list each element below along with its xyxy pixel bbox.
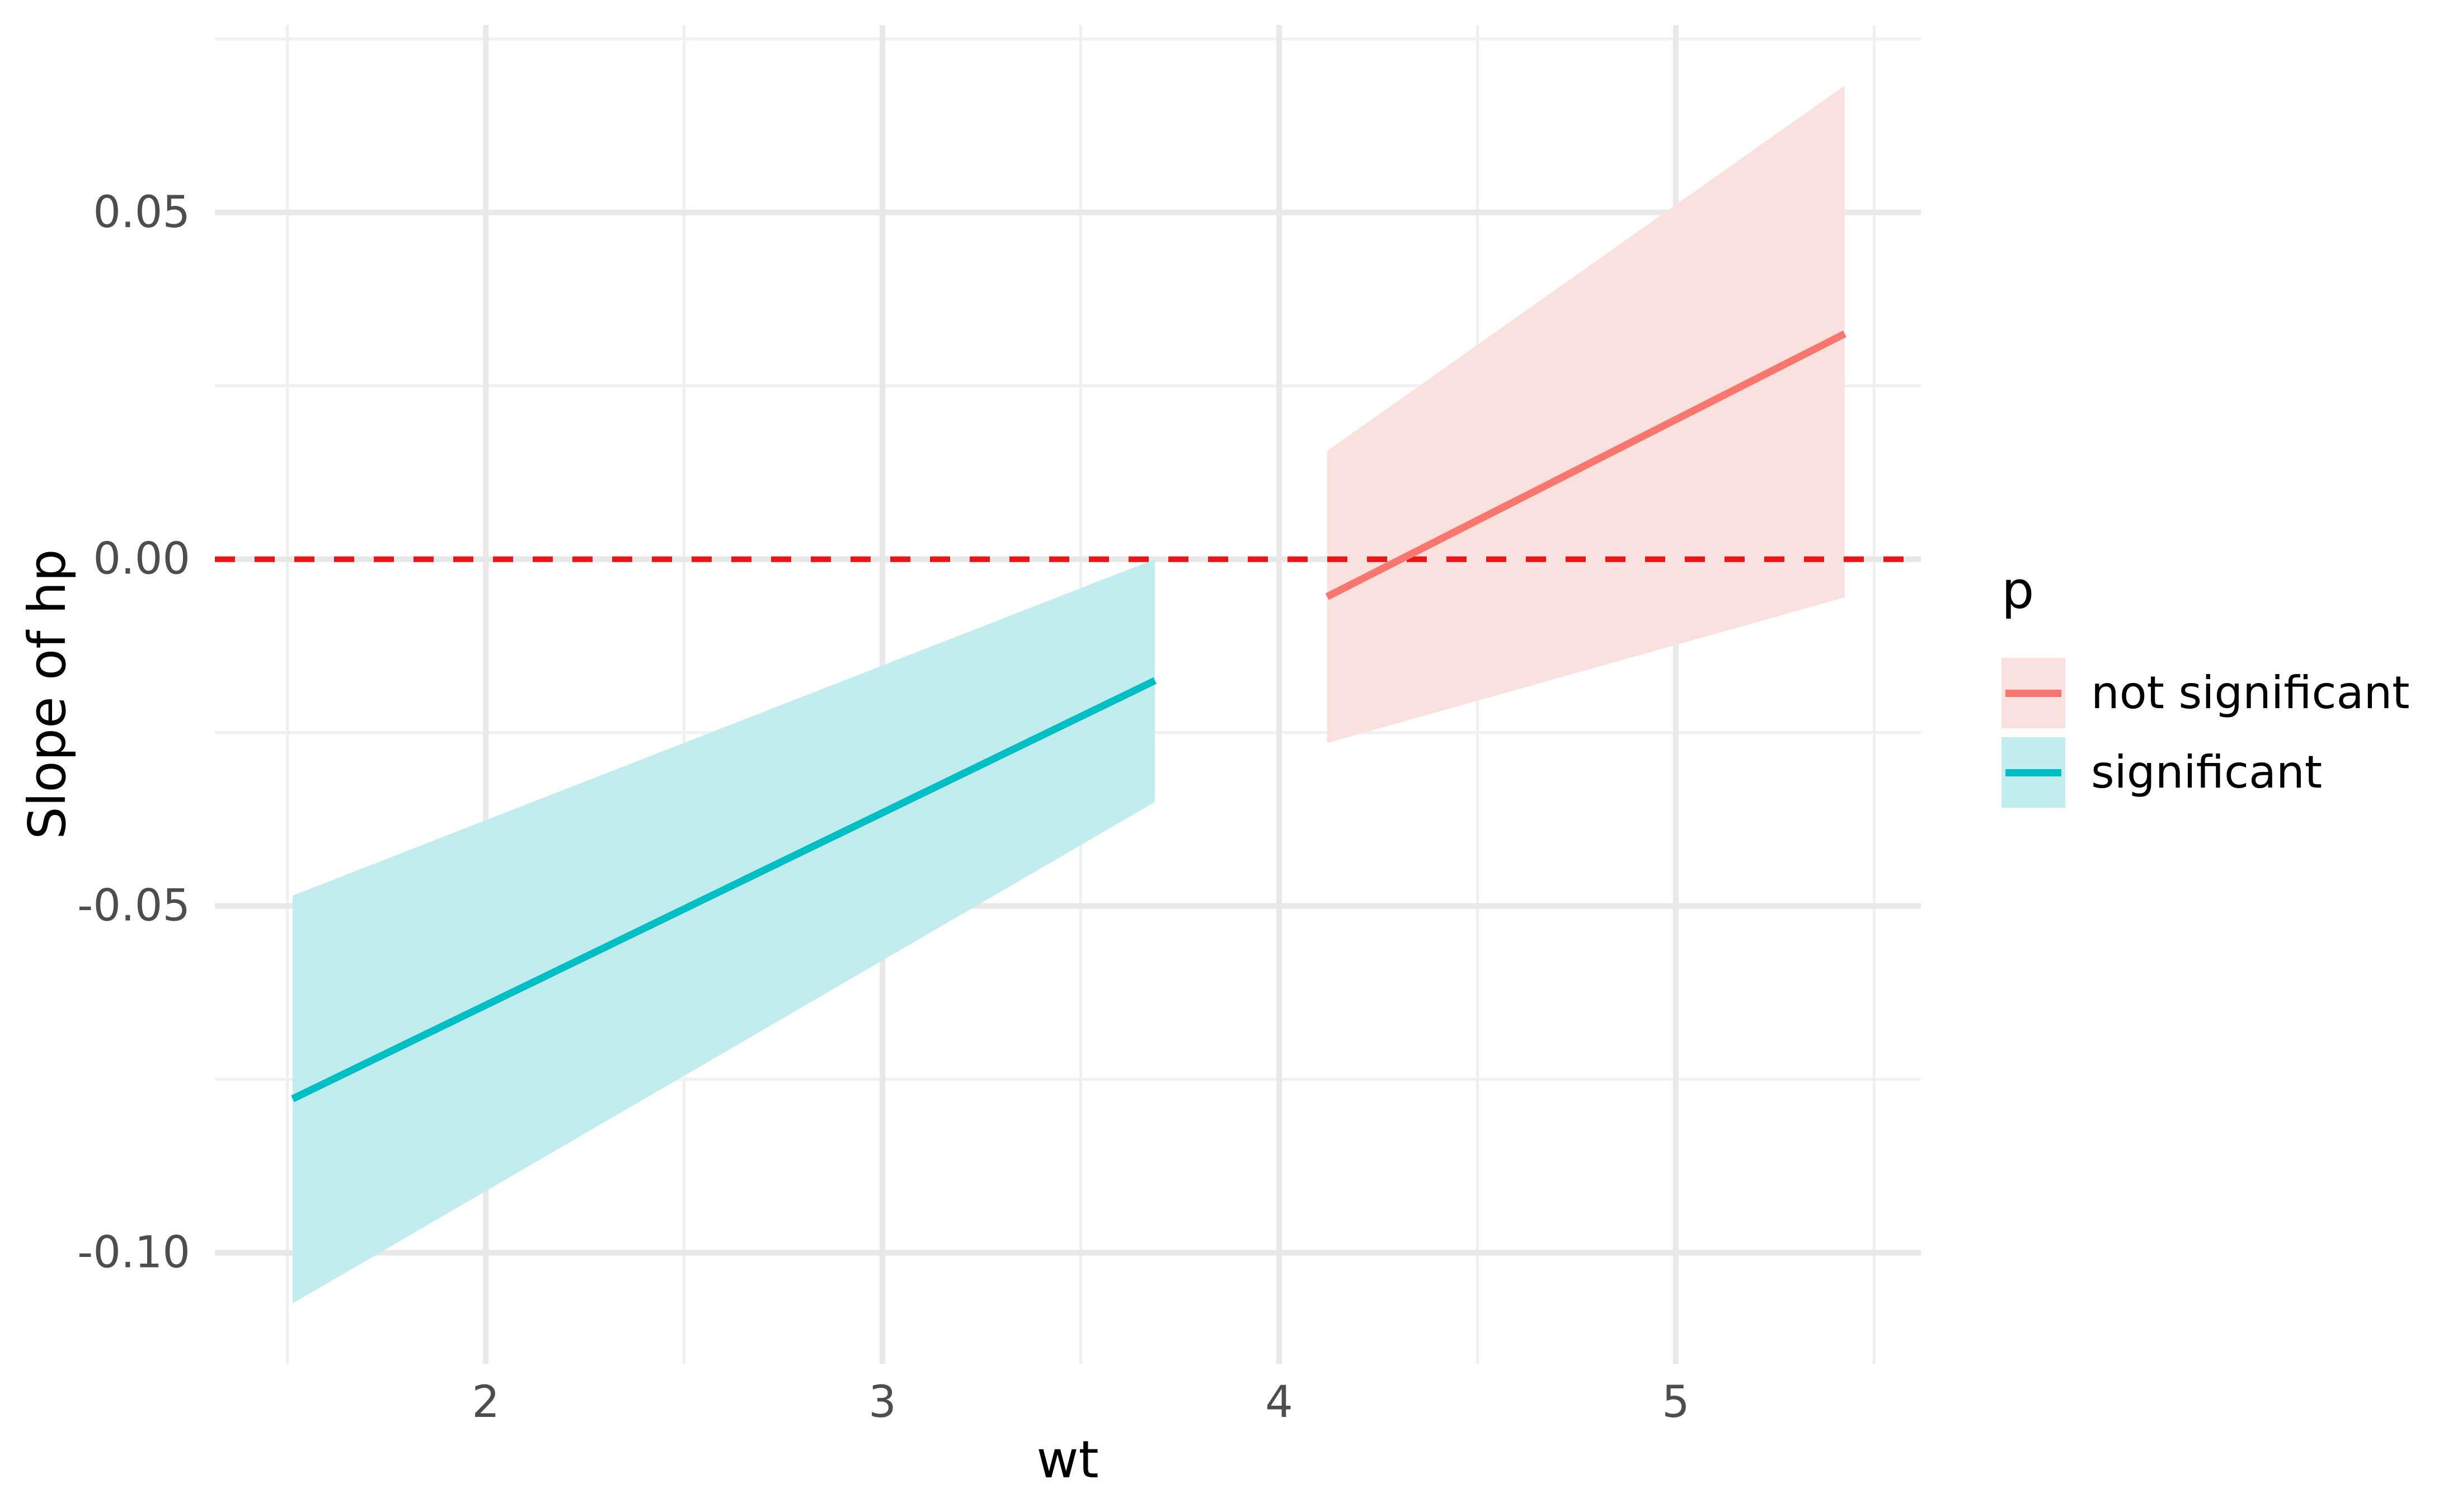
- x-tick-label-2: 2: [472, 1377, 500, 1428]
- legend-key-line-significant: [2005, 769, 2061, 776]
- y-tick-label-0.05: 0.05: [93, 187, 190, 238]
- legend-item-significant: significant: [2001, 737, 2410, 808]
- legend-item-not-significant: not significant: [2001, 658, 2410, 728]
- legend: p not significant significant: [2001, 565, 2410, 817]
- legend-title: p: [2001, 560, 2034, 620]
- y-axis-title: Slope of hp: [17, 549, 77, 840]
- legend-label-not-significant: not significant: [2091, 667, 2410, 719]
- legend-key-line-not-significant: [2005, 690, 2061, 697]
- significant-line: [291, 677, 1157, 1103]
- not-significant-line: [1325, 330, 1846, 600]
- y-tick-label--0.05: -0.05: [77, 881, 190, 931]
- x-axis-title: wt: [1036, 1430, 1099, 1490]
- y-tick-label--0.10: -0.10: [77, 1228, 190, 1278]
- not-significant-ribbon: [1327, 85, 1845, 743]
- legend-label-significant: significant: [2091, 746, 2323, 798]
- x-tick-label-4: 4: [1265, 1377, 1293, 1428]
- significant-ribbon: [292, 559, 1155, 1304]
- y-tick-label-0.00: 0.00: [93, 534, 190, 585]
- x-tick-label-5: 5: [1662, 1377, 1690, 1428]
- x-tick-label-3: 3: [868, 1377, 896, 1428]
- legend-key-not-significant: [2001, 658, 2065, 728]
- legend-key-significant: [2001, 737, 2065, 808]
